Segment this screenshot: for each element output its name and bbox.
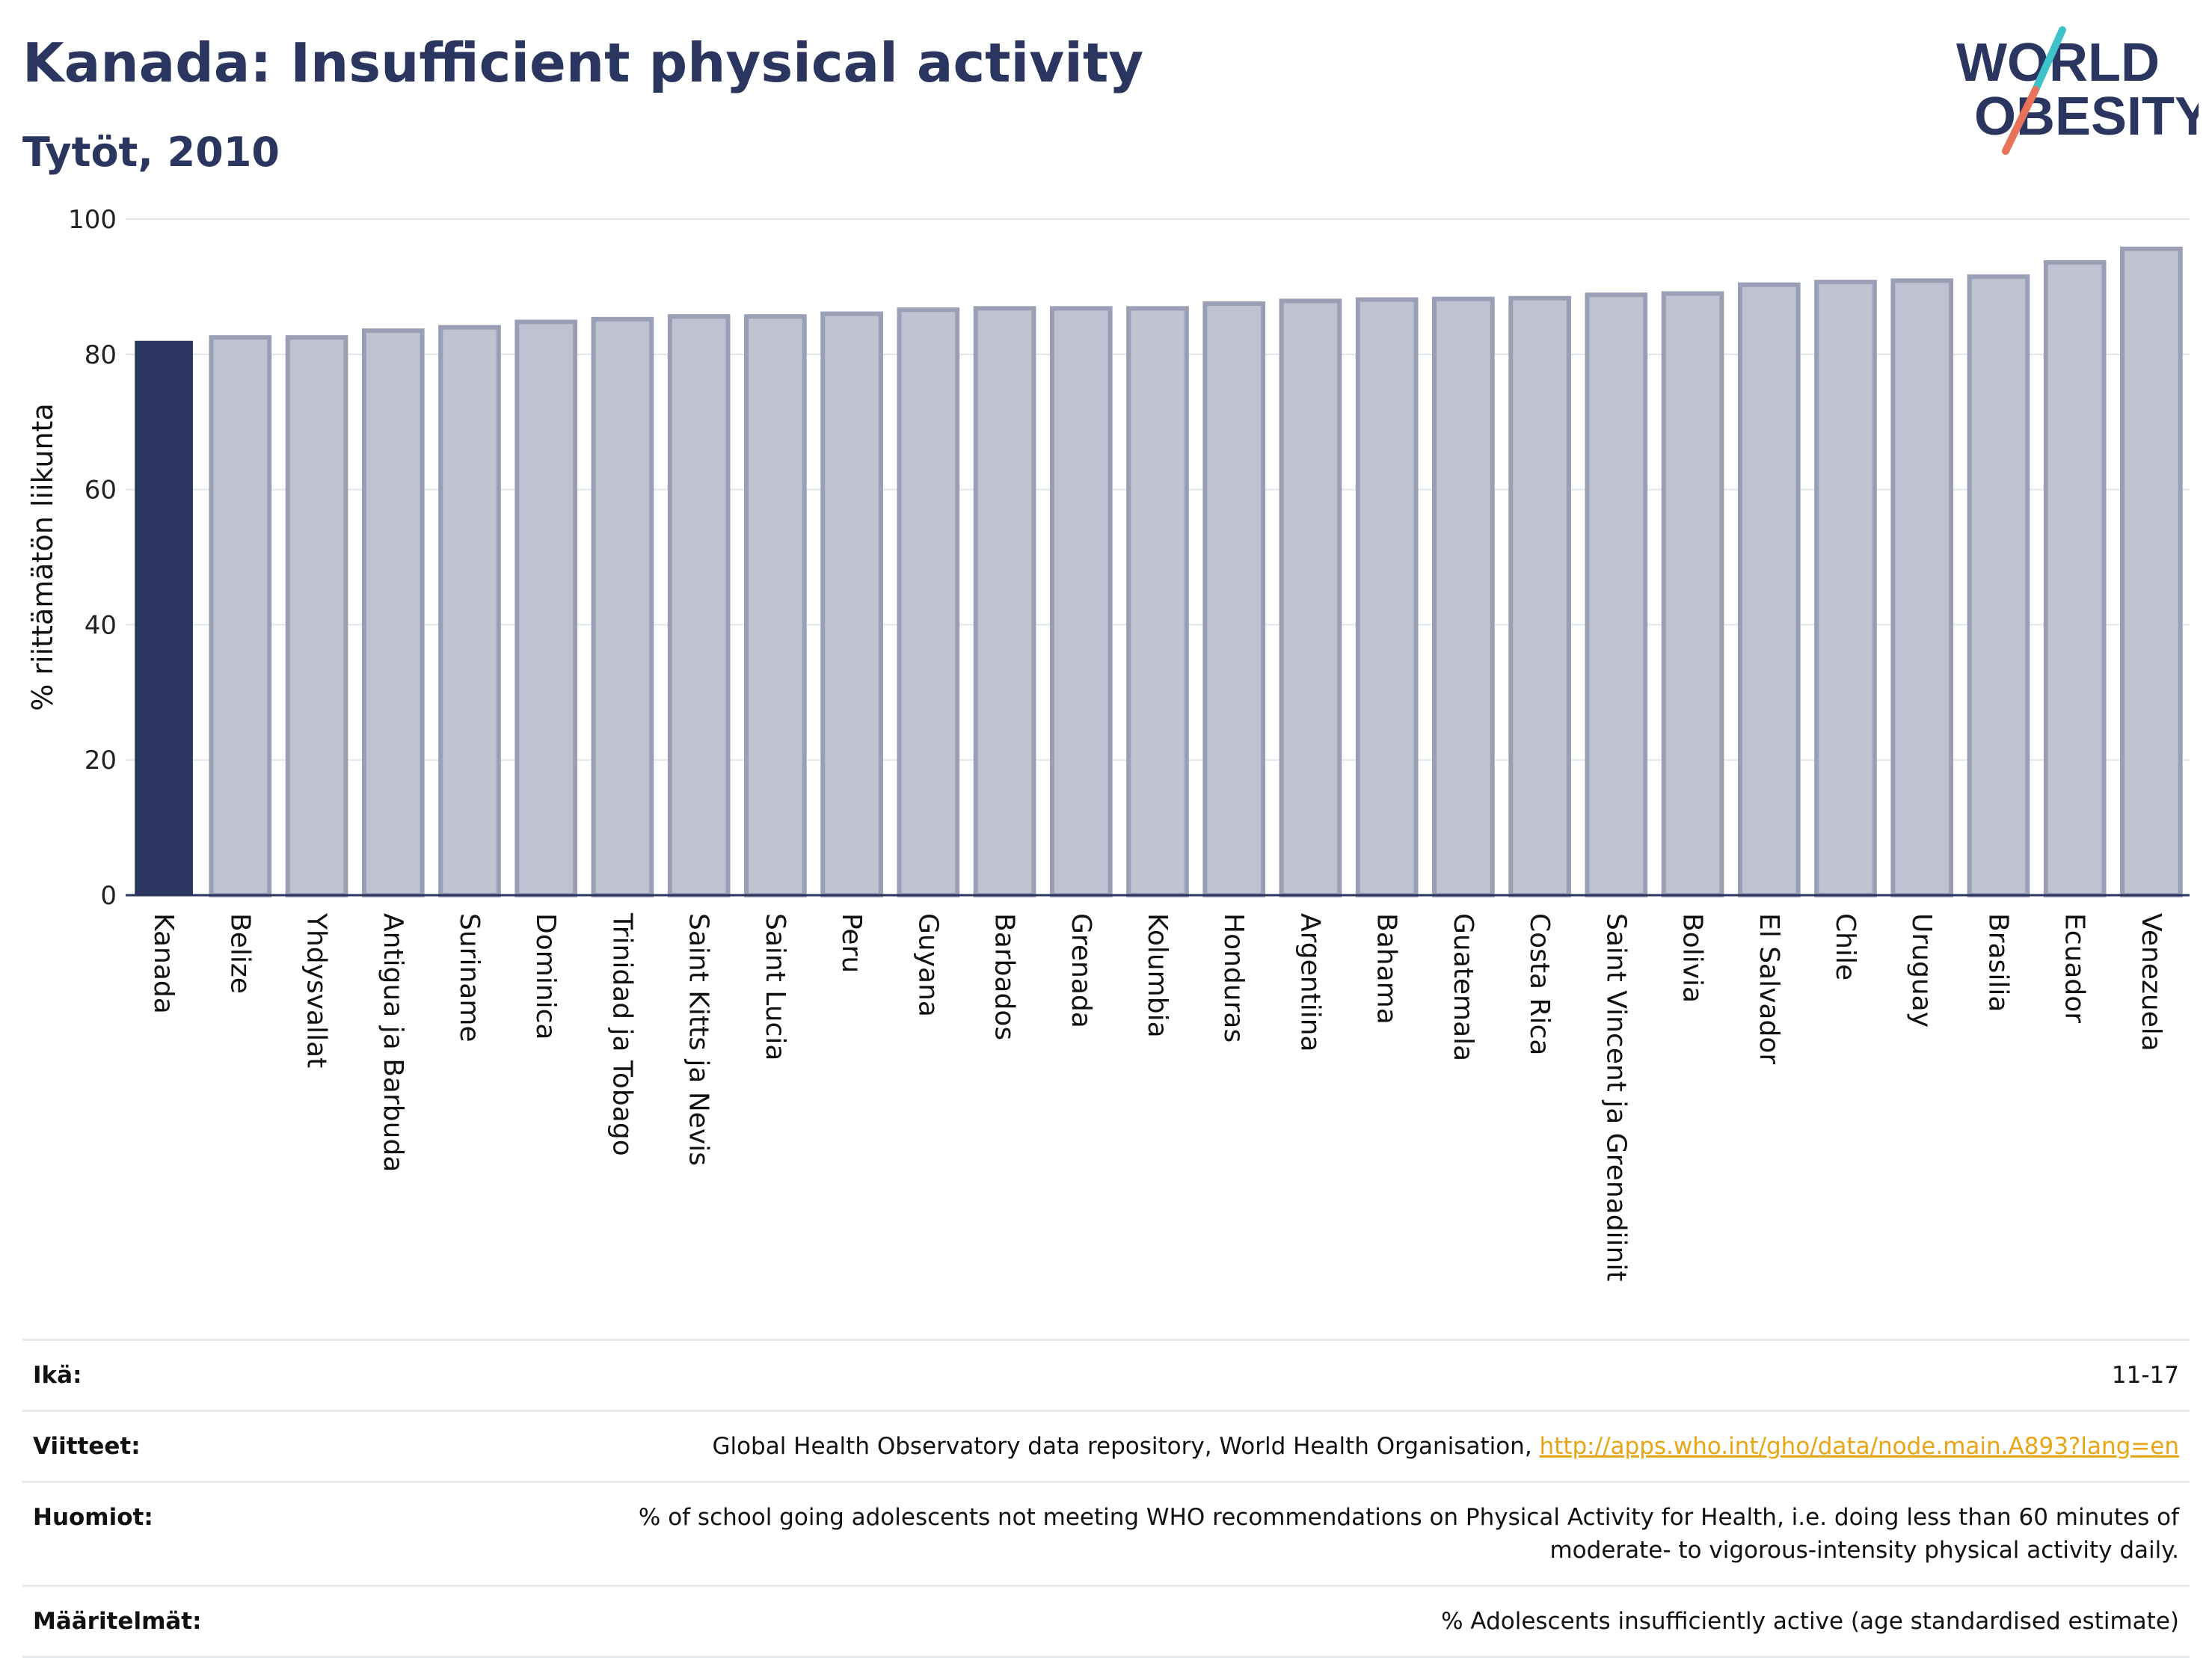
x-tick-label: Saint Vincent ja Grenadiinit (1600, 913, 1631, 1282)
info-label: Määritelmät: (33, 1608, 202, 1635)
x-tick-label: Saint Lucia (760, 913, 790, 1060)
x-tick-label: Venezuela (2136, 913, 2166, 1051)
bar (1585, 292, 1648, 897)
bar (1432, 296, 1495, 897)
bar (285, 335, 348, 897)
bar (1508, 295, 1571, 897)
x-tick-label: Brasilia (1982, 913, 2013, 1012)
bar (438, 325, 501, 897)
x-tick-label: Bahama (1371, 913, 1402, 1025)
world-obesity-logo: WORLD OBESITY (1956, 26, 2199, 155)
x-tick-label: Bolivia (1677, 913, 1708, 1003)
bar (2043, 260, 2107, 897)
info-label: Huomiot: (33, 1504, 153, 1531)
x-tick-label: Saint Kitts ja Nevis (683, 913, 714, 1166)
y-axis-label: % riittämätön liikunta (26, 403, 59, 711)
reference-link[interactable]: http://apps.who.int/gho/data/node.main.A… (1539, 1433, 2179, 1460)
bar (209, 335, 272, 897)
info-row-references: Viitteet: Global Health Observatory data… (22, 1410, 2190, 1481)
bar (135, 340, 193, 896)
bar-chart: 0 20 40 60 80 100 % riittämätön liikunta Kanada… (26, 205, 2190, 1282)
bar (820, 311, 883, 897)
x-tick-label: Dominica (530, 913, 561, 1040)
x-tick-label: Guyana (912, 913, 943, 1017)
bar (2120, 246, 2183, 897)
bar (1279, 298, 1342, 898)
bar (1355, 297, 1419, 897)
bar (361, 328, 425, 898)
x-tick-label: Kanada (148, 913, 179, 1014)
bar (1126, 306, 1189, 897)
info-value: % of school going adolescents not meetin… (638, 1504, 2179, 1564)
x-tick-label: Argentiina (1294, 913, 1325, 1052)
bar (973, 306, 1036, 897)
chart-subtitle: Tytöt, 2010 (22, 129, 280, 176)
bar (1661, 291, 1724, 897)
bar (1967, 274, 2030, 897)
x-tick-label: Suriname (454, 913, 485, 1043)
x-tick-label: Honduras (1218, 913, 1249, 1043)
bar (744, 314, 807, 897)
bar (897, 307, 960, 897)
info-label: Ikä: (33, 1362, 82, 1389)
y-tick-label: 100 (68, 205, 117, 235)
bar (1049, 306, 1113, 897)
y-tick-label: 60 (85, 476, 117, 506)
x-tick-label: Trinidad ja Tobago (606, 912, 637, 1156)
x-tick-label: Peru (836, 913, 867, 973)
x-tick-label: Belize (224, 913, 255, 994)
bar (1814, 280, 1877, 897)
y-tick-label: 20 (85, 746, 117, 776)
x-tick-label: Antigua ja Barbuda (378, 913, 408, 1172)
x-tick-label: Barbados (989, 913, 1020, 1040)
info-value: 11-17 (2111, 1362, 2179, 1389)
info-label: Viitteet: (33, 1433, 141, 1460)
y-tick-label: 80 (85, 340, 117, 370)
reference-text: Global Health Observatory data repositor… (712, 1433, 1540, 1460)
bar (667, 314, 731, 897)
x-tick-label: Grenada (1066, 913, 1096, 1028)
x-tick-label: Costa Rica (1524, 913, 1555, 1055)
x-tick-label: Guatemala (1448, 913, 1478, 1061)
bar (591, 316, 654, 897)
y-tick-label: 0 (100, 881, 117, 911)
chart-title: Kanada: Insufficient physical activity (22, 31, 1144, 94)
bar (514, 319, 578, 897)
bar (1202, 301, 1266, 897)
x-tick-label: Chile (1830, 913, 1861, 980)
info-row-definitions: Määritelmät: % Adolescents insufficientl… (22, 1585, 2190, 1658)
y-tick-label: 40 (85, 610, 117, 640)
x-tick-label: El Salvador (1754, 913, 1784, 1064)
x-tick-label: Yhdysvallat (301, 912, 332, 1068)
info-value: % Adolescents insufficiently active (age… (1441, 1608, 2179, 1635)
bar (1890, 278, 1954, 898)
info-table: Ikä: 11-17 Viitteet: Global Health Obser… (22, 1339, 2190, 1658)
info-row-age: Ikä: 11-17 (22, 1339, 2190, 1410)
bar (1737, 282, 1801, 897)
info-row-notes: Huomiot: % of school going adolescents n… (22, 1481, 2190, 1585)
info-value: Global Health Observatory data repositor… (347, 1430, 2179, 1463)
x-tick-label: Uruguay (1906, 913, 1937, 1028)
x-tick-label: Kolumbia (1142, 913, 1173, 1038)
x-tick-label: Ecuador (2059, 913, 2090, 1023)
